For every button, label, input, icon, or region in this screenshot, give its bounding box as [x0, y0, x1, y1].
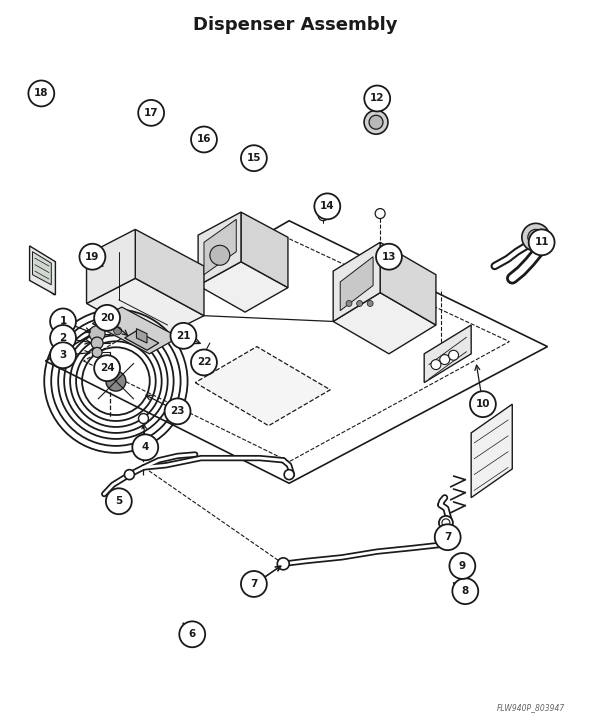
Circle shape [470, 391, 496, 417]
Circle shape [364, 85, 390, 111]
Text: 8: 8 [461, 586, 469, 596]
Text: 4: 4 [142, 443, 149, 452]
Circle shape [165, 399, 191, 425]
Polygon shape [124, 331, 159, 350]
Circle shape [450, 553, 476, 579]
Text: 10: 10 [476, 399, 490, 409]
Polygon shape [471, 404, 512, 497]
Circle shape [106, 488, 132, 514]
Circle shape [191, 126, 217, 152]
Text: 6: 6 [189, 630, 196, 639]
Polygon shape [424, 325, 471, 383]
Circle shape [50, 308, 76, 334]
Text: 11: 11 [535, 238, 549, 248]
Circle shape [375, 209, 385, 219]
Circle shape [364, 110, 388, 134]
Circle shape [132, 435, 158, 460]
Polygon shape [136, 329, 147, 343]
Text: 2: 2 [60, 333, 67, 343]
Polygon shape [135, 230, 204, 316]
Circle shape [241, 571, 267, 597]
Polygon shape [32, 252, 51, 284]
Text: 17: 17 [144, 108, 159, 118]
Circle shape [114, 327, 122, 335]
Polygon shape [87, 278, 204, 341]
Circle shape [171, 323, 196, 349]
Circle shape [318, 211, 328, 221]
Polygon shape [333, 292, 436, 354]
Text: 13: 13 [382, 252, 396, 261]
Text: Dispenser Assembly: Dispenser Assembly [193, 16, 397, 34]
Text: 7: 7 [444, 532, 451, 542]
Circle shape [94, 305, 120, 331]
Circle shape [528, 230, 544, 245]
Text: 5: 5 [115, 496, 123, 506]
Circle shape [277, 558, 289, 570]
Circle shape [439, 516, 453, 530]
Polygon shape [30, 246, 55, 295]
Text: 21: 21 [176, 331, 191, 341]
Text: 23: 23 [171, 406, 185, 417]
Circle shape [431, 360, 441, 370]
Circle shape [346, 300, 352, 306]
Circle shape [28, 80, 54, 106]
Circle shape [94, 355, 120, 381]
Polygon shape [380, 243, 436, 325]
Circle shape [453, 578, 478, 604]
Polygon shape [198, 212, 241, 285]
Circle shape [442, 519, 450, 527]
Circle shape [139, 414, 149, 424]
Text: 24: 24 [100, 363, 114, 373]
Circle shape [80, 244, 106, 269]
Circle shape [376, 244, 402, 269]
Circle shape [91, 337, 103, 349]
Text: 7: 7 [250, 579, 258, 589]
Circle shape [284, 469, 294, 479]
Circle shape [210, 245, 230, 265]
Circle shape [92, 347, 102, 357]
Polygon shape [93, 307, 179, 354]
Circle shape [529, 230, 555, 256]
Circle shape [369, 116, 383, 129]
Polygon shape [87, 230, 135, 303]
Text: 20: 20 [100, 313, 114, 323]
Polygon shape [241, 212, 288, 287]
Circle shape [89, 326, 105, 342]
Circle shape [314, 193, 340, 219]
Circle shape [50, 325, 76, 351]
Circle shape [241, 145, 267, 171]
Circle shape [179, 622, 205, 647]
Circle shape [191, 349, 217, 375]
Polygon shape [340, 257, 373, 310]
Text: 16: 16 [196, 134, 211, 144]
Polygon shape [204, 219, 236, 274]
Text: 3: 3 [60, 350, 67, 360]
Circle shape [138, 100, 164, 126]
Text: 18: 18 [34, 89, 48, 98]
Text: 9: 9 [459, 561, 466, 571]
Circle shape [522, 223, 550, 251]
Circle shape [124, 469, 135, 479]
Text: FLW940P_803947: FLW940P_803947 [497, 703, 565, 712]
Text: 14: 14 [320, 201, 335, 212]
Circle shape [356, 300, 363, 306]
Text: 15: 15 [247, 153, 261, 163]
Circle shape [435, 524, 461, 550]
Polygon shape [195, 347, 330, 426]
Circle shape [50, 342, 76, 368]
Circle shape [448, 350, 458, 360]
Text: 19: 19 [85, 252, 100, 261]
Circle shape [440, 355, 450, 365]
Circle shape [367, 300, 373, 306]
Text: 22: 22 [196, 357, 211, 367]
Polygon shape [198, 262, 288, 312]
Circle shape [103, 321, 111, 329]
Circle shape [106, 371, 126, 391]
Text: 12: 12 [370, 93, 385, 103]
Text: 1: 1 [60, 316, 67, 326]
Polygon shape [333, 243, 380, 321]
